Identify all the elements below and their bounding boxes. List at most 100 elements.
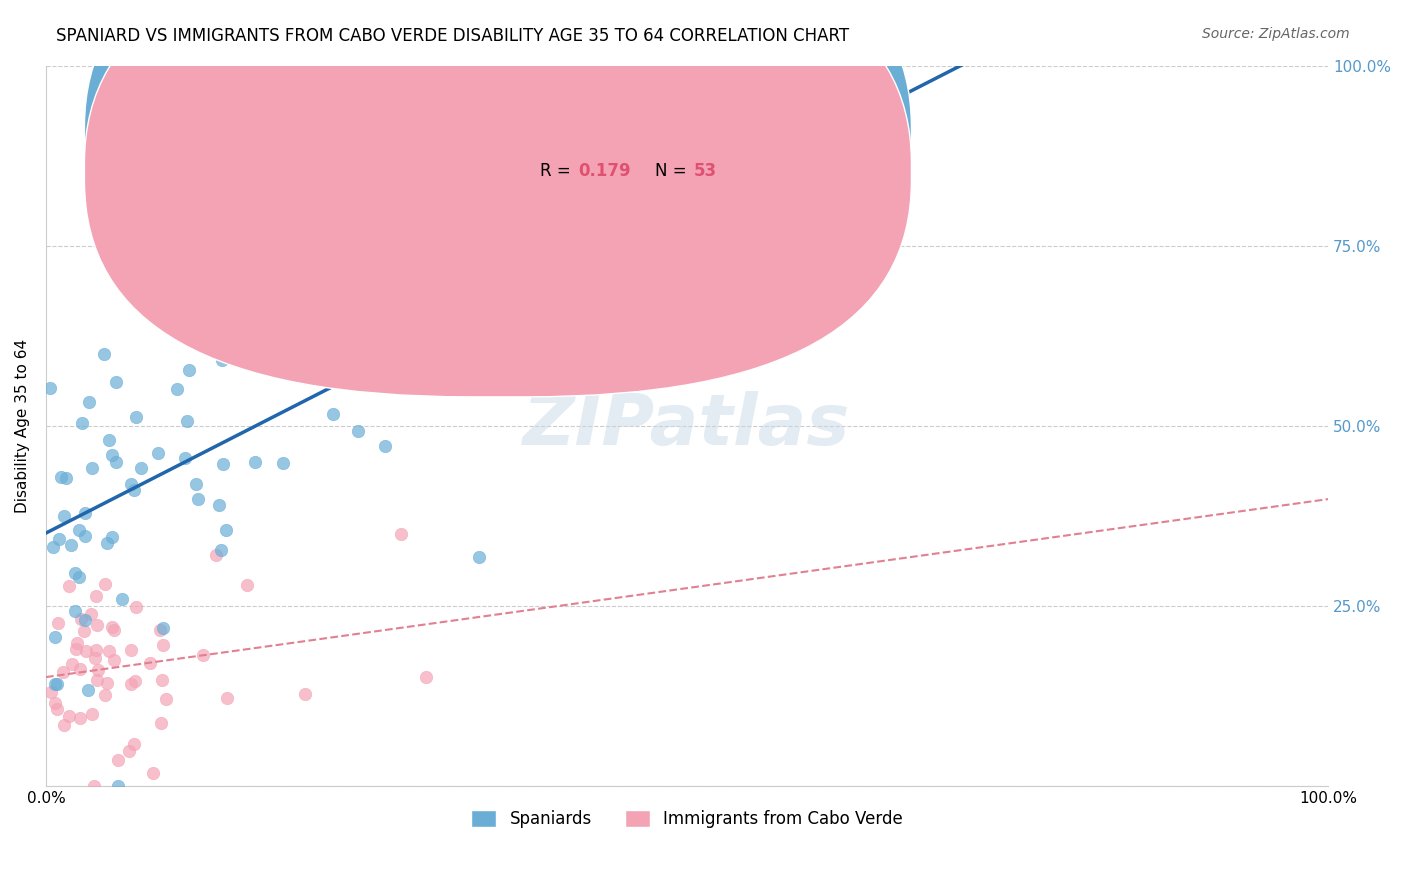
Point: [236, 577, 259, 591]
Point: [378, 270, 401, 285]
Text: SPANIARD VS IMMIGRANTS FROM CABO VERDE DISABILITY AGE 35 TO 64 CORRELATION CHART: SPANIARD VS IMMIGRANTS FROM CABO VERDE D…: [56, 27, 849, 45]
Point: [101, 448, 124, 462]
Point: [103, 623, 125, 637]
Point: [294, 687, 316, 701]
Point: [66, 636, 89, 650]
Text: 71: 71: [693, 127, 717, 145]
Point: [288, 303, 311, 318]
Point: [53, 717, 76, 731]
Text: 53: 53: [693, 162, 717, 180]
Point: [129, 461, 152, 475]
Point: [120, 677, 142, 691]
Point: [67, 569, 90, 583]
Point: [869, 149, 891, 163]
Point: [83, 779, 105, 793]
Point: [39, 381, 62, 395]
Point: [319, 304, 342, 318]
Point: [75, 644, 97, 658]
Point: [191, 648, 214, 662]
Point: [150, 716, 173, 731]
Point: [322, 407, 344, 421]
Point: [124, 673, 146, 688]
Point: [55, 471, 77, 485]
Point: [46, 677, 69, 691]
Text: 0.179: 0.179: [578, 162, 631, 180]
Point: [709, 318, 731, 333]
Point: [706, 169, 728, 183]
Point: [353, 245, 375, 260]
Point: [52, 508, 75, 523]
Point: [79, 607, 101, 621]
Y-axis label: Disability Age 35 to 64: Disability Age 35 to 64: [15, 339, 30, 513]
Point: [93, 347, 115, 361]
Text: R =: R =: [540, 127, 575, 145]
Point: [46, 615, 69, 630]
Text: R =: R =: [540, 162, 575, 180]
Point: [152, 621, 174, 635]
Point: [49, 470, 72, 484]
Point: [155, 692, 177, 706]
Point: [101, 530, 124, 544]
Point: [70, 612, 93, 626]
FancyBboxPatch shape: [443, 120, 879, 220]
Point: [80, 706, 103, 721]
Point: [58, 579, 80, 593]
Point: [87, 663, 110, 677]
Point: [574, 253, 596, 268]
Point: [70, 416, 93, 430]
Point: [73, 506, 96, 520]
Point: [77, 395, 100, 409]
Point: [98, 434, 121, 448]
Point: [125, 409, 148, 424]
Point: [84, 643, 107, 657]
Point: [96, 536, 118, 550]
Point: [104, 376, 127, 390]
Point: [73, 624, 96, 639]
Point: [44, 630, 66, 644]
Text: N =: N =: [655, 162, 692, 180]
Point: [65, 642, 87, 657]
Point: [58, 709, 80, 723]
Point: [187, 491, 209, 506]
Point: [80, 461, 103, 475]
Point: [211, 353, 233, 368]
Point: [69, 662, 91, 676]
Point: [97, 644, 120, 658]
Point: [122, 483, 145, 497]
Text: 0.607: 0.607: [578, 127, 630, 145]
Point: [118, 744, 141, 758]
Point: [149, 623, 172, 637]
FancyBboxPatch shape: [84, 0, 911, 397]
Point: [96, 676, 118, 690]
Point: [104, 455, 127, 469]
Point: [107, 779, 129, 793]
FancyBboxPatch shape: [84, 0, 911, 361]
Point: [330, 268, 353, 283]
Point: [205, 548, 228, 562]
Point: [152, 638, 174, 652]
Point: [143, 300, 166, 314]
Point: [60, 538, 83, 552]
Point: [243, 455, 266, 469]
Point: [176, 414, 198, 428]
Point: [44, 677, 66, 691]
Point: [120, 643, 142, 657]
Text: N =: N =: [655, 127, 692, 145]
Point: [67, 523, 90, 537]
Point: [60, 657, 83, 671]
Point: [271, 456, 294, 470]
Point: [122, 738, 145, 752]
Point: [415, 670, 437, 684]
Point: [84, 650, 107, 665]
Point: [120, 476, 142, 491]
Text: Source: ZipAtlas.com: Source: ZipAtlas.com: [1202, 27, 1350, 41]
Point: [422, 222, 444, 236]
Point: [389, 526, 412, 541]
Point: [107, 753, 129, 767]
Point: [69, 711, 91, 725]
Point: [496, 352, 519, 367]
Point: [217, 59, 239, 73]
Point: [186, 477, 208, 491]
Point: [73, 613, 96, 627]
Point: [211, 457, 233, 471]
